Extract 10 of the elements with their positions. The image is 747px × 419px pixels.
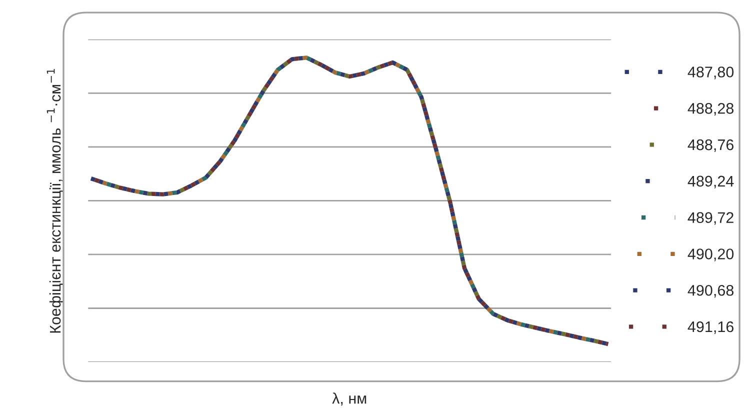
y-axis-title: Коефіцієнт екстинкції, ммоль $^{−1}$·см$^{−1}$	[46, 68, 64, 333]
legend-label: 489,72	[688, 212, 734, 225]
legend-label: 489,24	[688, 176, 734, 188]
legend-label: 488,76	[688, 139, 734, 152]
legend-label: 491,16	[688, 321, 734, 334]
legend-label: 490,68	[688, 284, 734, 298]
legend-label: 488,28	[688, 102, 734, 116]
x-axis-title: λ, нм	[332, 392, 366, 406]
legend-label: 490,20	[688, 248, 734, 262]
legend-label: 487,80	[688, 66, 734, 80]
